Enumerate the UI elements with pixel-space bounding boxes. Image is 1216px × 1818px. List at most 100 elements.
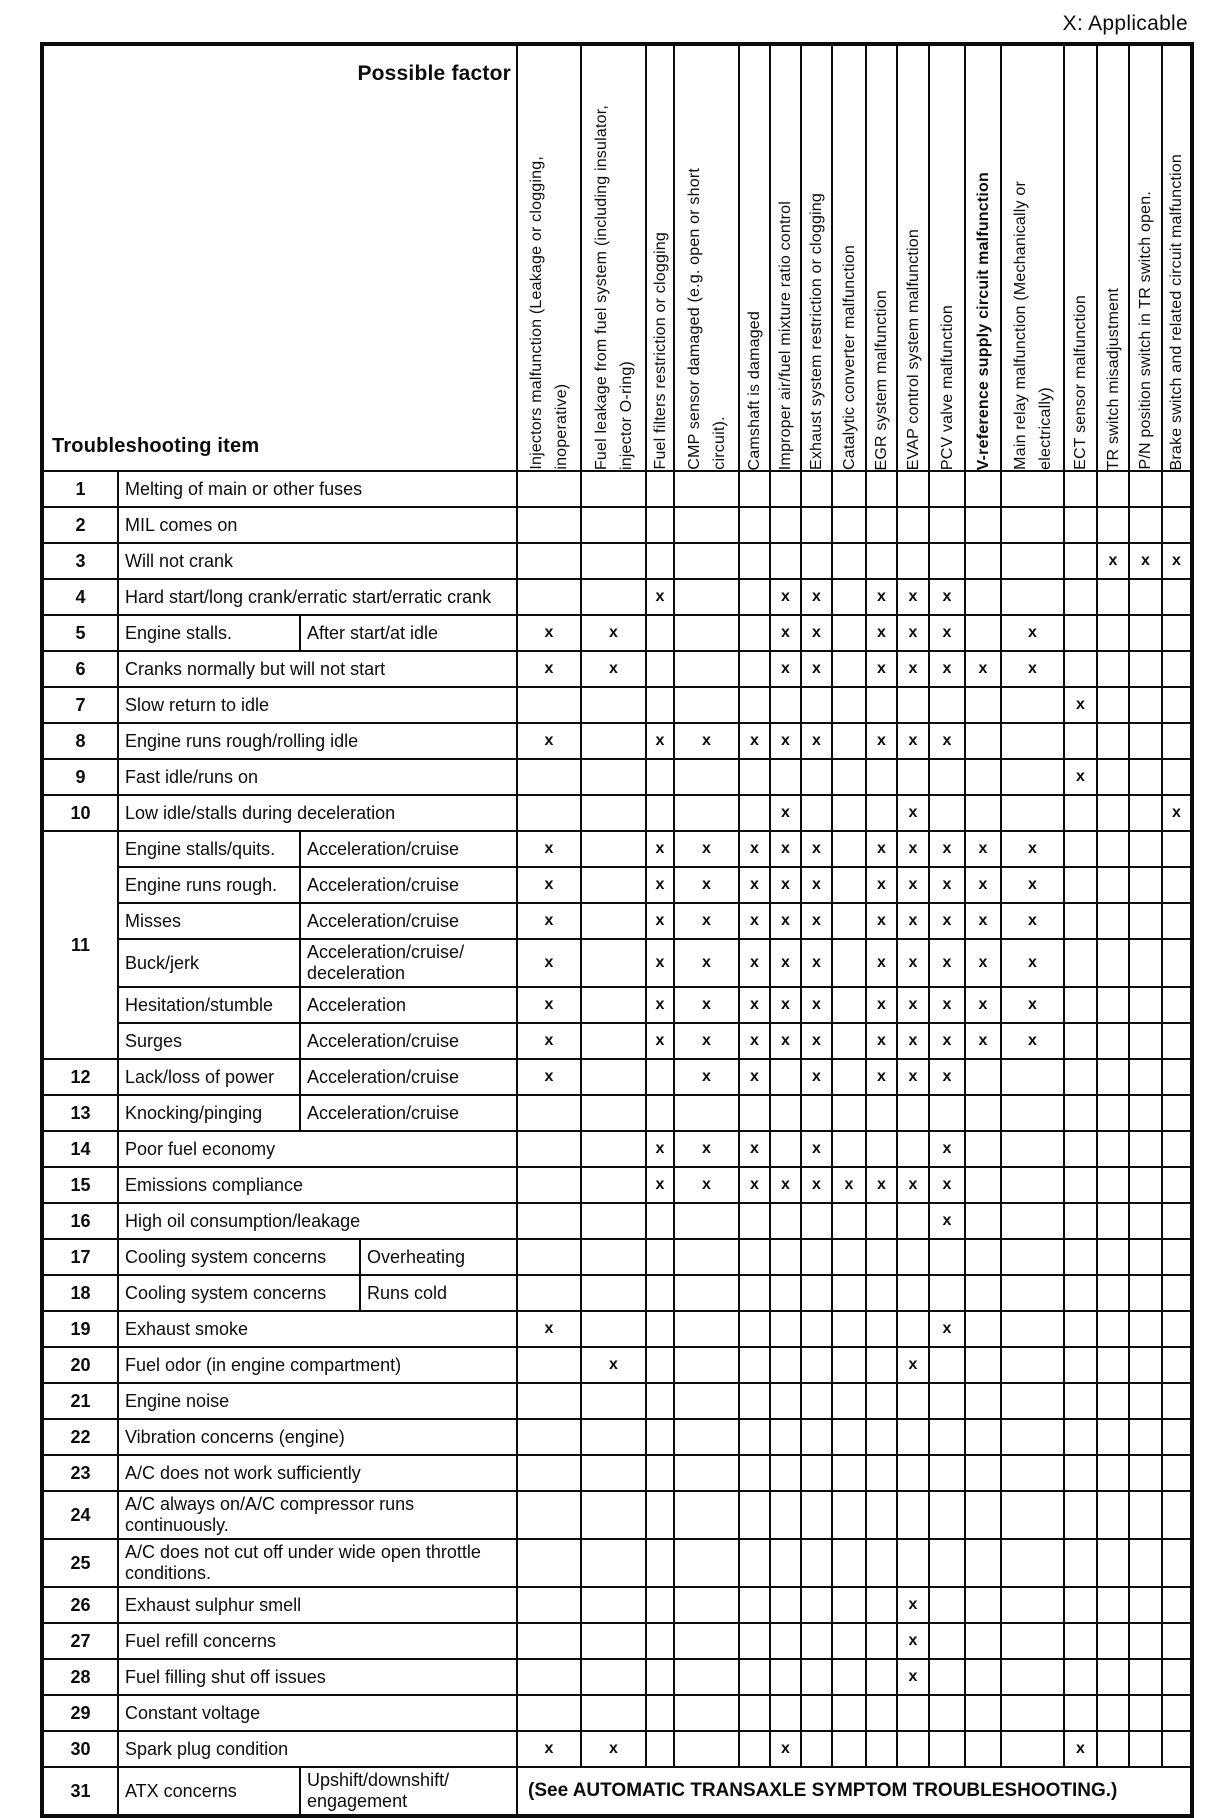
trouble-condition: Runs cold — [359, 1274, 518, 1312]
applicability-cell — [769, 1310, 802, 1348]
applicability-cell — [1161, 1658, 1193, 1696]
applicability-cell: x — [928, 1310, 966, 1348]
applicability-cell — [800, 1454, 833, 1492]
factor-column-header: PCV valve malfunction — [938, 304, 956, 470]
applicability-cell — [673, 578, 740, 616]
applicability-cell — [769, 1238, 802, 1276]
applicability-cell — [964, 578, 1002, 616]
applicability-cell — [831, 986, 867, 1024]
applicability-cell — [896, 542, 930, 580]
applicability-cell: x — [928, 1058, 966, 1096]
trouble-item: Fuel refill concerns — [117, 1622, 518, 1660]
applicability-cell — [580, 1166, 647, 1204]
applicability-cell: x — [896, 1586, 930, 1624]
applicability-cell — [580, 1130, 647, 1168]
applicability-cell: x — [769, 1022, 802, 1060]
applicability-cell — [1096, 1274, 1130, 1312]
applicability-cell — [1096, 986, 1130, 1024]
applicability-cell — [738, 1418, 771, 1456]
applicability-cell — [738, 506, 771, 544]
applicability-cell — [964, 1658, 1002, 1696]
trouble-condition: Acceleration/cruise — [299, 1094, 518, 1132]
applicability-cell: x — [1161, 794, 1193, 832]
table-row: 25 A/C does not cut off under wide open t… — [41, 1538, 1193, 1588]
row-number: 1 — [41, 470, 119, 508]
row-number: 14 — [41, 1130, 119, 1168]
applicability-cell — [516, 542, 582, 580]
applicability-cell — [1161, 938, 1193, 988]
applicability-cell — [738, 794, 771, 832]
applicability-cell — [1000, 1454, 1065, 1492]
applicability-cell — [964, 1490, 1002, 1540]
row-number: 15 — [41, 1166, 119, 1204]
applicability-cell — [1128, 1730, 1163, 1768]
applicability-cell — [1128, 1238, 1163, 1276]
applicability-cell — [1128, 1130, 1163, 1168]
applicability-cell — [580, 542, 647, 580]
applicability-cell — [738, 470, 771, 508]
applicability-cell: x — [769, 866, 802, 904]
applicability-cell — [645, 506, 675, 544]
applicability-cell — [896, 470, 930, 508]
applicability-cell — [865, 1382, 898, 1420]
applicability-cell — [673, 1346, 740, 1384]
factor-column-header: EVAP control system malfunction — [904, 228, 922, 470]
applicability-cell — [1096, 1382, 1130, 1420]
applicability-cell — [673, 1418, 740, 1456]
applicability-cell: x — [738, 938, 771, 988]
applicability-cell — [964, 758, 1002, 796]
trouble-condition: Acceleration/cruise — [299, 866, 518, 904]
applicability-cell — [645, 650, 675, 688]
applicability-cell: x — [800, 722, 833, 760]
applicability-cell — [580, 1310, 647, 1348]
trouble-item: Engine runs rough. — [117, 866, 301, 904]
row-number: 13 — [41, 1094, 119, 1132]
row-number: 23 — [41, 1454, 119, 1492]
applicability-cell — [1096, 614, 1130, 652]
applicability-cell — [1000, 1730, 1065, 1768]
applicability-cell — [580, 758, 647, 796]
applicability-cell — [769, 1658, 802, 1696]
applicability-cell — [516, 1274, 582, 1312]
applicability-cell — [1096, 686, 1130, 724]
applicability-cell — [645, 1454, 675, 1492]
factor-column: TR switch misadjustment — [1096, 43, 1130, 472]
applicability-cell — [800, 470, 833, 508]
trouble-item: Engine stalls/quits. — [117, 830, 301, 868]
applicability-cell: x — [896, 1346, 930, 1384]
applicability-cell — [1161, 902, 1193, 940]
applicability-cell — [1096, 506, 1130, 544]
applicability-cell — [1161, 1202, 1193, 1240]
applicability-cell — [516, 1382, 582, 1420]
applicability-cell: x — [738, 902, 771, 940]
applicability-cell — [580, 1022, 647, 1060]
applicability-cell — [580, 1490, 647, 1540]
applicability-cell — [769, 1586, 802, 1624]
applicability-cell — [831, 1022, 867, 1060]
applicability-cell — [1128, 1202, 1163, 1240]
applicability-cell — [1128, 1382, 1163, 1420]
applicability-cell — [580, 986, 647, 1024]
factor-column: P/N position switch in TR switch open. — [1128, 43, 1163, 472]
applicability-cell — [896, 1202, 930, 1240]
applicability-cell — [1096, 1694, 1130, 1732]
trouble-condition: Acceleration/cruise — [299, 902, 518, 940]
applicability-cell — [516, 686, 582, 724]
applicability-cell — [673, 1094, 740, 1132]
trouble-item: Slow return to idle — [117, 686, 518, 724]
applicability-cell — [1000, 542, 1065, 580]
applicability-cell: x — [645, 1022, 675, 1060]
applicability-cell — [1161, 1274, 1193, 1312]
applicability-cell — [769, 1382, 802, 1420]
applicability-cell — [800, 1694, 833, 1732]
applicability-cell — [645, 1586, 675, 1624]
applicability-cell: x — [516, 650, 582, 688]
applicability-cell: x — [800, 1130, 833, 1168]
applicability-cell — [865, 758, 898, 796]
applicability-cell — [800, 506, 833, 544]
row-number: 4 — [41, 578, 119, 616]
applicability-cell: x — [928, 1022, 966, 1060]
applicability-cell — [800, 794, 833, 832]
applicability-cell — [1161, 1418, 1193, 1456]
applicability-cell — [1000, 1382, 1065, 1420]
